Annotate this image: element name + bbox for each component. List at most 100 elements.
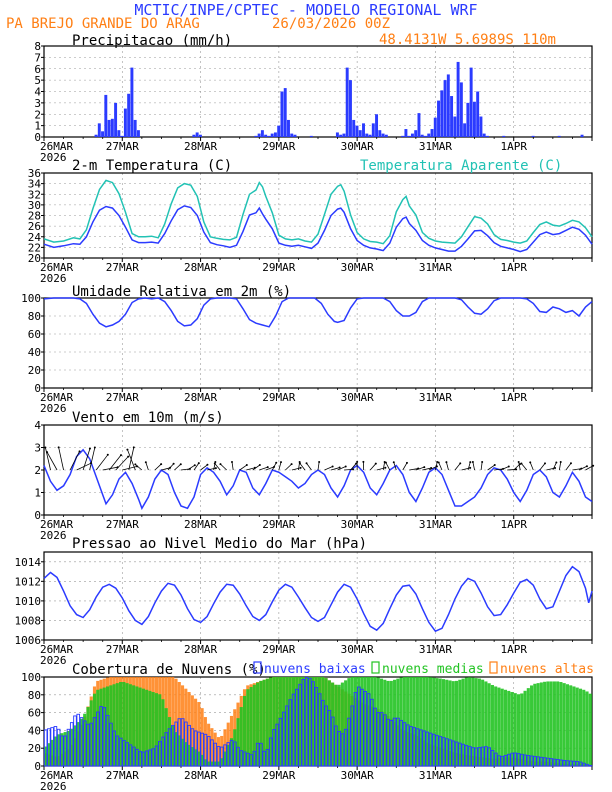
wind-arrow bbox=[317, 461, 320, 471]
cloud-bar-low bbox=[324, 705, 328, 767]
cloud-bar-mid bbox=[210, 761, 214, 766]
precip-bar bbox=[267, 135, 271, 137]
precip-bar bbox=[335, 132, 339, 137]
wind-arrow bbox=[291, 467, 301, 471]
cloud-bar-low bbox=[425, 731, 430, 767]
cloud-bar-mid bbox=[543, 681, 547, 766]
cloud-bar-low bbox=[151, 748, 156, 767]
cloud-bar-mid bbox=[366, 677, 371, 766]
precip-bar bbox=[192, 134, 196, 137]
wind-arrow bbox=[95, 454, 109, 471]
cloud-bar-low bbox=[298, 683, 302, 767]
y-tick-label: 100 bbox=[21, 292, 41, 305]
wind-arrow bbox=[239, 464, 248, 471]
precip-bar bbox=[195, 132, 199, 137]
cloud-bar-mid bbox=[415, 677, 419, 766]
wind-arrow-head bbox=[352, 468, 355, 471]
cloud-bar-mid bbox=[190, 747, 194, 766]
cloud-bar-mid bbox=[57, 734, 61, 766]
cloud-bar-mid bbox=[102, 687, 106, 766]
x-tick-label: 27MAR bbox=[106, 643, 139, 656]
y-tick-label: 40 bbox=[28, 346, 41, 359]
x-tick-label: 27MAR bbox=[106, 261, 139, 274]
cloud-bar-mid bbox=[503, 689, 508, 766]
wind-arrow bbox=[299, 463, 306, 471]
cloud-bar-mid bbox=[419, 677, 423, 766]
cloud-bar-low bbox=[167, 728, 172, 767]
y-tick-label: 2 bbox=[34, 108, 41, 121]
cloud-bar-mid bbox=[92, 693, 97, 766]
precip-bar bbox=[277, 125, 281, 137]
x-tick-label: 27MAR bbox=[106, 391, 139, 404]
cloud-bar-mid bbox=[89, 700, 93, 766]
y-tick-label: 22 bbox=[28, 241, 41, 254]
cloud-bar-mid bbox=[262, 679, 266, 766]
cloud-bar-mid bbox=[246, 689, 250, 766]
wind-arrow-head bbox=[529, 461, 532, 464]
y-tick-label: 0 bbox=[34, 131, 41, 144]
wind-arrow bbox=[422, 467, 432, 471]
x-tick-label: 31MAR bbox=[419, 391, 452, 404]
precip-bar bbox=[414, 130, 418, 137]
cloud-bar-low bbox=[164, 732, 169, 767]
wind-arrow bbox=[89, 447, 96, 471]
wind-arrow bbox=[135, 464, 143, 471]
cloud-bar-low bbox=[125, 742, 129, 767]
x-tick-label: 1APR bbox=[500, 518, 527, 531]
cloud-bar-low bbox=[76, 713, 81, 767]
cloud-bar-low bbox=[112, 730, 116, 767]
cloud-bar-low bbox=[546, 757, 550, 767]
cloud-bar-high bbox=[200, 708, 204, 766]
cloud-bar-low bbox=[252, 750, 257, 767]
y-tick-label: 1 bbox=[34, 120, 41, 133]
cloud-bar-mid bbox=[481, 679, 485, 766]
cloud-bar-low bbox=[445, 738, 449, 767]
cloud-bar-low bbox=[86, 723, 90, 767]
plot-frame bbox=[43, 297, 593, 389]
wind-arrow-head bbox=[126, 448, 129, 451]
wind-arrow-head bbox=[493, 464, 496, 467]
x-tick-label: 30MAR bbox=[341, 391, 374, 404]
wind-arrow bbox=[108, 454, 122, 471]
cloud-bar-mid bbox=[60, 733, 64, 766]
cloud-bar-mid bbox=[344, 680, 348, 766]
x-tick-label: 31MAR bbox=[419, 643, 452, 656]
precip-bar bbox=[417, 113, 421, 137]
cloud-bar-mid bbox=[412, 677, 416, 766]
wind-arrow bbox=[337, 466, 346, 471]
cloud-bar-low bbox=[233, 741, 237, 767]
wind-arrow-head bbox=[384, 461, 387, 464]
x-tick-label: 30MAR bbox=[341, 769, 374, 782]
cloud-bar-low bbox=[552, 758, 557, 767]
cloud-bar-high bbox=[216, 737, 220, 766]
cloud-bar-mid bbox=[471, 677, 475, 766]
cloud-bar-mid bbox=[145, 689, 149, 766]
cloud-bar-low bbox=[360, 688, 364, 767]
y-tick-label: 28 bbox=[28, 210, 41, 223]
cloud-bar-mid bbox=[552, 681, 556, 766]
wind-arrow bbox=[58, 447, 64, 471]
wind-arrow bbox=[324, 466, 333, 471]
cloud-bar-mid bbox=[562, 683, 566, 766]
wind-arrow bbox=[382, 461, 386, 471]
cloud-bar-mid bbox=[474, 678, 478, 766]
cloud-bar-low bbox=[308, 677, 312, 767]
cloud-bar-mid bbox=[207, 761, 211, 766]
cloud-bar-mid bbox=[105, 686, 110, 766]
cloud-bar-low bbox=[392, 717, 397, 767]
cloud-bar-mid bbox=[242, 695, 247, 766]
cloud-bar-low bbox=[268, 737, 273, 767]
cloud-bar-mid bbox=[468, 677, 472, 766]
wind-arrow bbox=[122, 465, 138, 471]
wind-arrow-head bbox=[592, 464, 595, 467]
cloud-bar-low bbox=[317, 693, 322, 767]
wind-arrow-head bbox=[106, 453, 109, 456]
cloud-bar-mid bbox=[520, 693, 524, 766]
x-tick-label: 31MAR bbox=[419, 140, 452, 153]
cloud-bar-low bbox=[82, 720, 87, 767]
cloud-bar-mid bbox=[526, 688, 530, 766]
precip-bar bbox=[290, 133, 294, 137]
x-tick-label: 1APR bbox=[500, 261, 527, 274]
cloud-bar-mid bbox=[523, 690, 527, 766]
cloud-bar-mid bbox=[298, 677, 302, 766]
